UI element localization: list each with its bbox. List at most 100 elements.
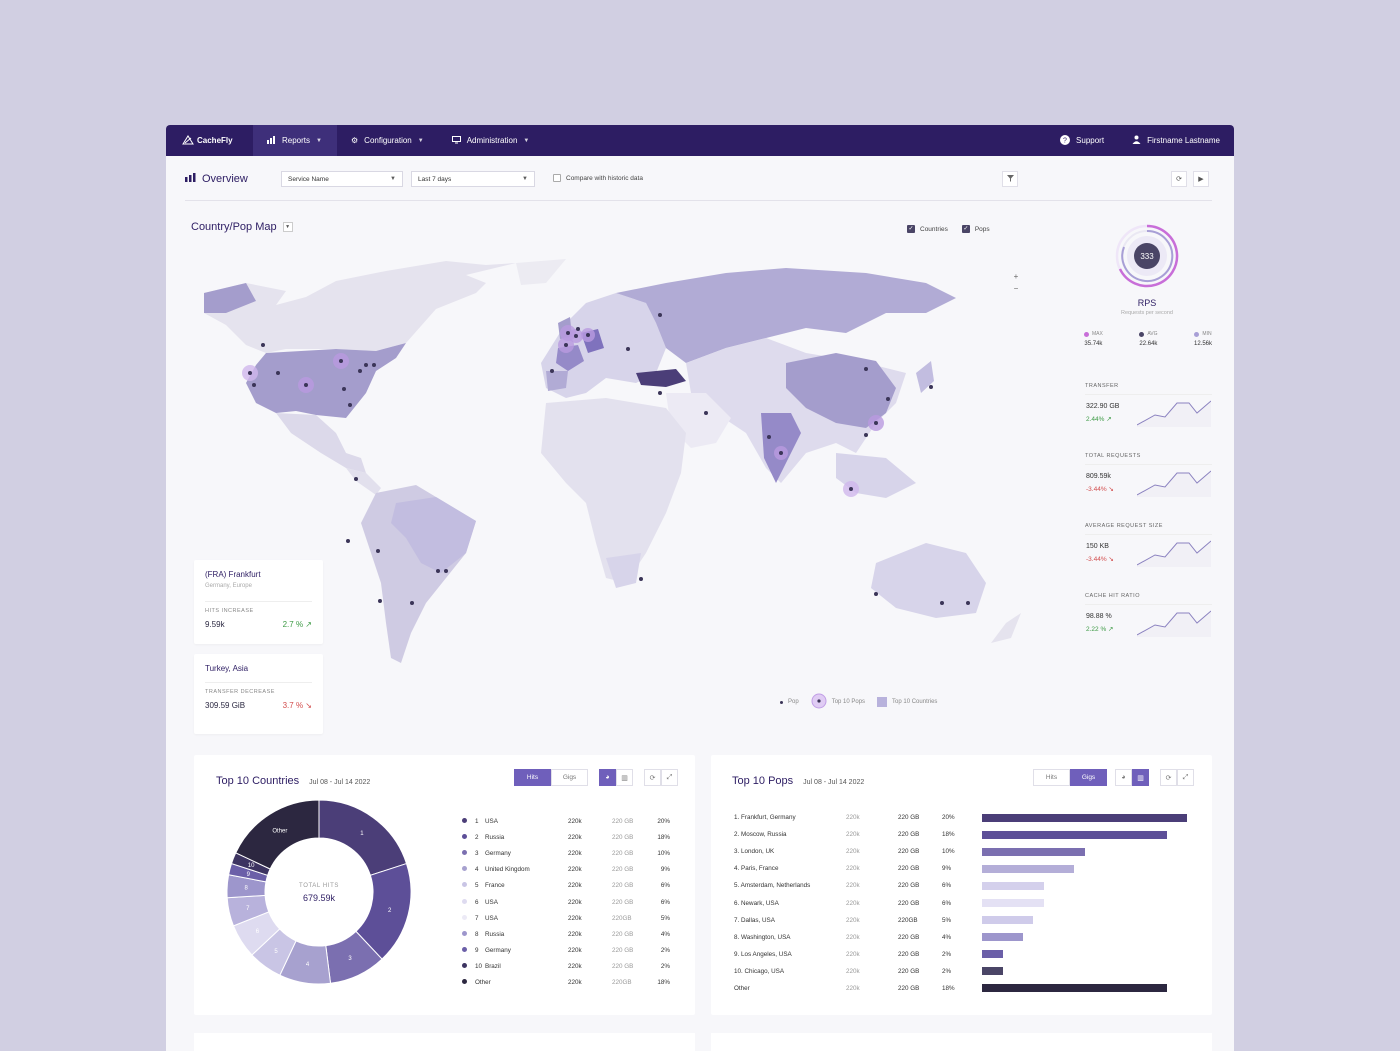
countries-bar-view-button[interactable]: ▥ [616, 769, 633, 786]
pops-pie-view-button[interactable]: ◕ [1115, 769, 1132, 786]
pops-checkbox[interactable]: ✓ [961, 225, 970, 233]
pop-dot[interactable] [358, 369, 362, 373]
pop-dot[interactable] [966, 601, 970, 605]
metric-cache-hit-ratio[interactable]: CACHE HIT RATIO 98.88 % 2.22 % ↗ [1085, 593, 1212, 637]
pop-dot[interactable] [410, 601, 414, 605]
service-select[interactable]: Service Name ▼ [281, 171, 403, 187]
table-row[interactable]: 10. Chicago, USA 220k 220 GB 2% [734, 963, 1194, 980]
table-row[interactable]: 8. Washington, USA 220k 220 GB 4% [734, 929, 1194, 946]
pop-dot[interactable] [704, 411, 708, 415]
pop-dot[interactable] [364, 363, 368, 367]
table-row[interactable]: 3 Germany 220k 220 GB 10% [462, 845, 670, 861]
countries-checkbox[interactable]: ✓ [907, 225, 915, 233]
table-row[interactable]: 5 France 220k 220 GB 6% [462, 878, 670, 894]
country-turkey[interactable] [636, 369, 686, 387]
metric-average-request-size[interactable]: AVERAGE REQUEST SIZE 150 KB -3.44% ↘ [1085, 523, 1212, 567]
pop-dot[interactable] [886, 397, 890, 401]
pop-dot[interactable] [779, 451, 783, 455]
pop-dot[interactable] [276, 371, 280, 375]
pop-dot[interactable] [346, 539, 350, 543]
pops-refresh-button[interactable]: ⟳ [1160, 769, 1177, 786]
nav-administration[interactable]: Administration ▼ [438, 125, 544, 156]
pop-dot[interactable] [767, 435, 771, 439]
pops-gigs-tab[interactable]: Gigs [1070, 769, 1107, 786]
pop-dot[interactable] [304, 383, 308, 387]
frankfurt-card[interactable]: (FRA) Frankfurt Germany, Europe HITS INC… [194, 560, 323, 644]
pop-dot[interactable] [252, 383, 256, 387]
pop-dot[interactable] [626, 347, 630, 351]
country-south-africa[interactable] [606, 553, 641, 588]
table-row[interactable]: 4. Paris, France 220k 220 GB 9% [734, 860, 1194, 877]
pop-dot[interactable] [248, 371, 252, 375]
country-brazil[interactable] [391, 497, 476, 573]
table-row[interactable]: 8 Russia 220k 220 GB 4% [462, 926, 670, 942]
period-select[interactable]: Last 7 days ▼ [411, 171, 535, 187]
table-row[interactable]: Other 220k 220 GB 18% [734, 980, 1194, 997]
play-button[interactable]: ▶ [1193, 171, 1209, 187]
zoom-in-button[interactable]: + [1013, 272, 1019, 281]
country-mexico[interactable] [276, 413, 366, 473]
country-spain[interactable] [546, 371, 568, 391]
pop-dot[interactable] [874, 421, 878, 425]
country-greenland[interactable] [516, 259, 566, 285]
donut-slice[interactable] [235, 799, 320, 870]
table-row[interactable]: 6 USA 220k 220 GB 6% [462, 894, 670, 910]
countries-pie-view-button[interactable]: ◕ [599, 769, 616, 786]
world-map[interactable] [186, 253, 1026, 683]
pop-dot[interactable] [566, 331, 570, 335]
nav-support[interactable]: ? Support [1046, 125, 1118, 156]
metric-transfer[interactable]: TRANSFER 322.90 GB 2.44% ↗ [1085, 383, 1212, 427]
logo[interactable]: CacheFly [166, 125, 253, 156]
table-row[interactable]: 6. Newark, USA 220k 220 GB 6% [734, 894, 1194, 911]
pop-dot[interactable] [436, 569, 440, 573]
donut-slice[interactable] [318, 799, 408, 876]
table-row[interactable]: 2. Moscow, Russia 220k 220 GB 18% [734, 826, 1194, 843]
pop-dot[interactable] [586, 333, 590, 337]
compare-toggle[interactable]: Compare with historic data [553, 174, 643, 182]
pop-dot[interactable] [574, 334, 578, 338]
country-canada[interactable] [204, 261, 516, 353]
pop-dot[interactable] [564, 343, 568, 347]
countries-toggle[interactable]: ✓ Countries [907, 225, 948, 233]
pop-dot[interactable] [376, 549, 380, 553]
country-central-america[interactable] [346, 468, 381, 495]
table-row[interactable]: 7. Dallas, USA 220k 220GB 5% [734, 912, 1194, 929]
pops-hits-tab[interactable]: Hits [1033, 769, 1070, 786]
nav-reports[interactable]: Reports ▼ [253, 125, 337, 156]
pop-dot[interactable] [339, 359, 343, 363]
refresh-button[interactable]: ⟳ [1171, 171, 1187, 187]
pops-bar-view-button[interactable]: ▥ [1132, 769, 1149, 786]
pop-dot[interactable] [354, 477, 358, 481]
pop-dot[interactable] [348, 403, 352, 407]
table-row[interactable]: 4 United Kingdom 220k 220 GB 9% [462, 862, 670, 878]
table-row[interactable]: 9 Germany 220k 220 GB 2% [462, 943, 670, 959]
table-row[interactable]: Other 220k 220GB 18% [462, 975, 670, 991]
pop-dot[interactable] [550, 369, 554, 373]
table-row[interactable]: 1. Frankfurt, Germany 220k 220 GB 20% [734, 809, 1194, 826]
zoom-out-button[interactable]: − [1013, 284, 1019, 293]
country-africa[interactable] [541, 398, 686, 583]
metric-total-requests[interactable]: TOTAL REQUESTS 809.59k -3.44% ↘ [1085, 453, 1212, 497]
pop-dot[interactable] [261, 343, 265, 347]
table-row[interactable]: 10 Brazil 220k 220 GB 2% [462, 959, 670, 975]
table-row[interactable]: 2 Russia 220k 220 GB 18% [462, 829, 670, 845]
pop-dot[interactable] [444, 569, 448, 573]
countries-hits-tab[interactable]: Hits [514, 769, 551, 786]
pop-dot[interactable] [576, 327, 580, 331]
map-title-dropdown[interactable]: ▼ [282, 222, 293, 232]
countries-donut[interactable]: 1 2 3 4 5 6 7 8 9 10 Other TOTAL HITS 679.59k [224, 797, 414, 987]
table-row[interactable]: 3. London, UK 220k 220 GB 10% [734, 843, 1194, 860]
pop-dot[interactable] [874, 592, 878, 596]
pop-dot[interactable] [929, 385, 933, 389]
pop-dot[interactable] [864, 367, 868, 371]
pop-dot[interactable] [378, 599, 382, 603]
country-australia[interactable] [871, 543, 986, 618]
pops-toggle[interactable]: ✓ Pops [961, 225, 990, 233]
country-japan[interactable] [916, 361, 934, 393]
pop-dot[interactable] [658, 391, 662, 395]
country-new-zealand[interactable] [991, 613, 1021, 643]
pop-dot[interactable] [849, 487, 853, 491]
pop-dot[interactable] [940, 601, 944, 605]
pop-dot[interactable] [372, 363, 376, 367]
nav-configuration[interactable]: ⚙ Configuration ▼ [337, 125, 438, 156]
